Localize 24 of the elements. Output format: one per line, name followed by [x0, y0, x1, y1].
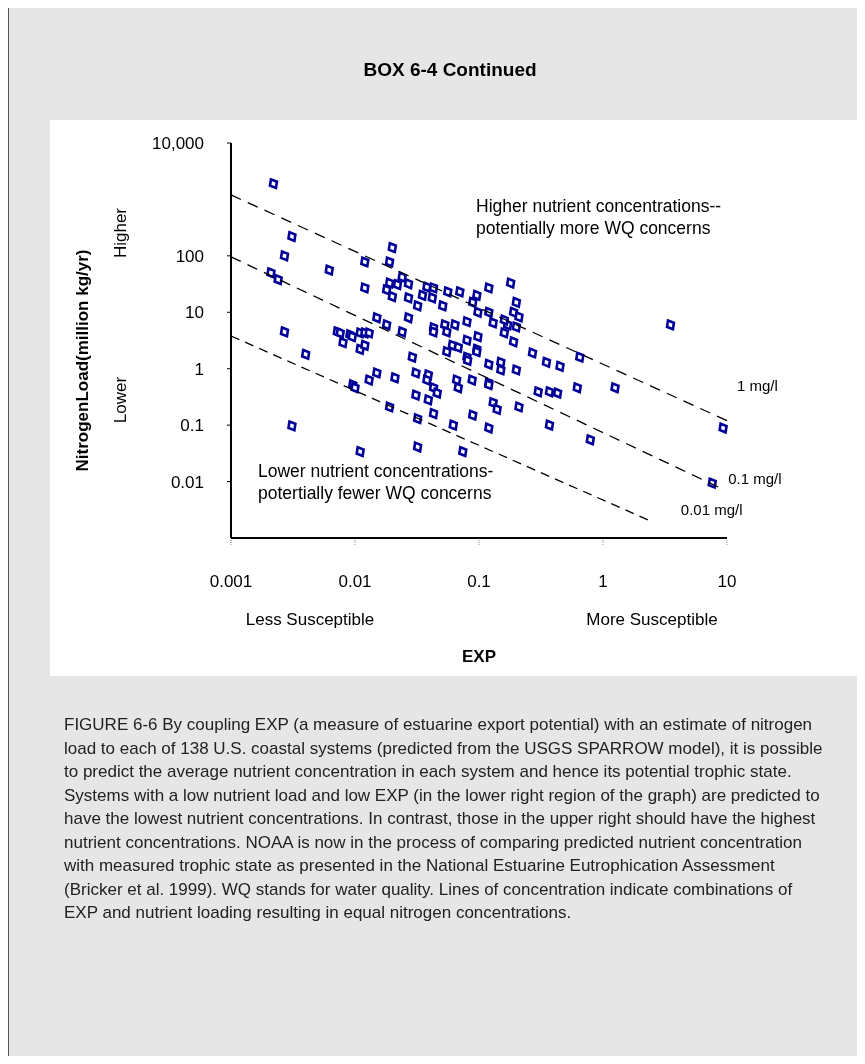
- series-label: 0.1 mg/l: [728, 470, 782, 488]
- text: Lower: [111, 376, 130, 424]
- y-axis-title: NitrogenLoad(million kg/yr): [73, 249, 92, 472]
- y-tick-label: 1: [194, 359, 204, 379]
- x-tick-label: 0.1: [467, 572, 491, 591]
- x-tick-label: 1: [598, 572, 608, 591]
- text: More Susceptible: [586, 610, 718, 629]
- text: 0.01 mg/l: [680, 500, 743, 518]
- y-tick-label: 10: [185, 303, 204, 323]
- y-tick-label: 100: [175, 246, 204, 266]
- annotation: Lower nutrient concentrations- potertially fewer WQ concerns: [258, 461, 494, 503]
- y-tick-label: 0.01: [170, 472, 204, 492]
- x-tick-label: 0.001: [209, 572, 253, 591]
- text: Higher: [111, 207, 130, 259]
- text: Less Susceptible: [245, 610, 375, 629]
- x-axis-title: EXP: [461, 647, 497, 666]
- chart-title: BOX 6-4 Continued: [363, 59, 537, 80]
- x-tick-label: 10: [717, 572, 737, 591]
- series-label: 1 mg/l: [737, 376, 778, 394]
- text: FIGURE 6-6 By coupling EXP (a measure of estuarine export potential) with an estimate of nitrogen load to each of 138 U.S. coastal systems (predicted from the USGS SPARROW model), it is possible to predict the average nutrient concentration in each system and hence its potential trophic state. Systems with a low nutrient load and low EXP (in the lower right region of the graph) are predicted to have the lowest nutrient concentrations. In contrast, those in the upper right should have the highest nutrient concentrations. NOAA is now in the process of comparing predicted nutrient concentration with measured trophic state as presented in the National Estuarine Eutrophication Assessment (Bricker et al. 1999). WQ stands for water quality. Lines of concentration indicate combinations of EXP and nutrient loading resulting in equal nitrogen concentrations.: [64, 715, 823, 922]
- y-tick-label: 0.1: [180, 416, 204, 436]
- y-tick-label: 10,000: [152, 134, 204, 153]
- x-tick-label: 0.01: [338, 572, 372, 591]
- annotation: Higher nutrient concentrations-- potentially more WQ concerns: [476, 196, 722, 238]
